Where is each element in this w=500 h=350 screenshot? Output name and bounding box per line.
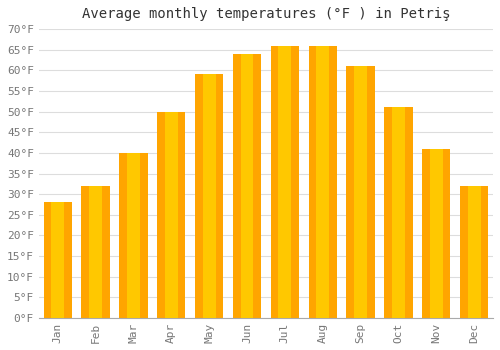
Bar bbox=[270, 46, 299, 318]
Bar bbox=[354, 66, 367, 318]
Bar bbox=[384, 107, 412, 318]
Bar bbox=[278, 46, 291, 318]
Title: Average monthly temperatures (°F ) in Petriş: Average monthly temperatures (°F ) in Pe… bbox=[82, 7, 450, 21]
Bar bbox=[89, 186, 102, 318]
Bar bbox=[52, 202, 64, 318]
Bar bbox=[430, 149, 442, 318]
Bar bbox=[392, 107, 405, 318]
Bar bbox=[240, 54, 254, 318]
Bar bbox=[316, 46, 329, 318]
Bar bbox=[460, 186, 488, 318]
Bar bbox=[346, 66, 375, 318]
Bar bbox=[127, 153, 140, 318]
Bar bbox=[468, 186, 480, 318]
Bar bbox=[44, 202, 72, 318]
Bar bbox=[157, 112, 186, 318]
Bar bbox=[203, 75, 215, 318]
Bar bbox=[422, 149, 450, 318]
Bar bbox=[165, 112, 177, 318]
Bar bbox=[119, 153, 148, 318]
Bar bbox=[82, 186, 110, 318]
Bar bbox=[195, 75, 224, 318]
Bar bbox=[233, 54, 261, 318]
Bar bbox=[308, 46, 337, 318]
